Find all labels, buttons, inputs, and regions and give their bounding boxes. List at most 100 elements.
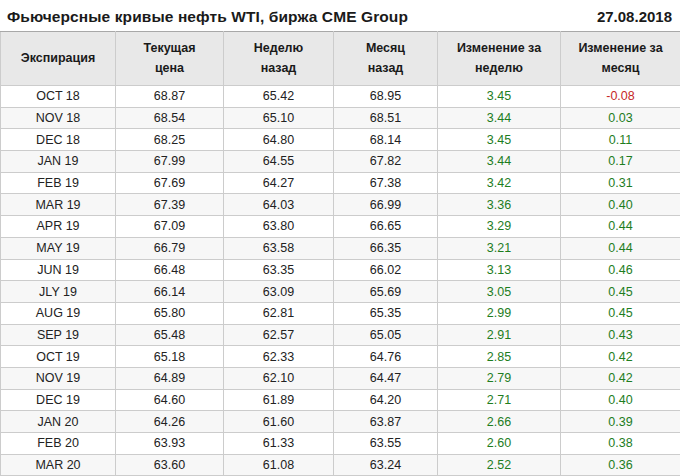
cell-expiration: DEC 18 xyxy=(1,129,116,151)
cell-expiration: AUG 19 xyxy=(1,302,116,324)
cell-week-ago: 64.27 xyxy=(224,172,334,194)
cell-expiration: MAR 20 xyxy=(1,454,116,476)
cell-week-ago: 62.81 xyxy=(224,302,334,324)
cell-expiration: FEB 19 xyxy=(1,172,116,194)
table-row: DEC 1868.2564.8068.143.450.11 xyxy=(1,129,680,151)
table-row: MAY 1966.7963.5866.353.210.44 xyxy=(1,237,680,259)
cell-month-change: 0.31 xyxy=(561,172,680,194)
cell-month-change: 0.17 xyxy=(561,151,680,173)
cell-month-ago: 67.82 xyxy=(334,151,438,173)
cell-week-change: 3.05 xyxy=(438,281,561,303)
cell-month-ago: 66.65 xyxy=(334,216,438,238)
header-row: Экспирация Текущая цена Неделю назад Мес… xyxy=(1,32,680,86)
cell-week-change: 3.21 xyxy=(438,237,561,259)
cell-month-ago: 68.95 xyxy=(334,86,438,108)
cell-expiration: JUN 19 xyxy=(1,259,116,281)
cell-month-change: 0.45 xyxy=(561,302,680,324)
cell-week-ago: 65.42 xyxy=(224,86,334,108)
cell-week-change: 3.13 xyxy=(438,259,561,281)
column-header-expiration: Экспирация xyxy=(1,32,116,86)
cell-month-ago: 65.69 xyxy=(334,281,438,303)
column-header-week-ago: Неделю назад xyxy=(224,32,334,86)
cell-month-change: 0.43 xyxy=(561,324,680,346)
cell-week-change: 2.66 xyxy=(438,411,561,433)
cell-month-ago: 64.20 xyxy=(334,389,438,411)
table-row: JUN 1966.4863.3566.023.130.46 xyxy=(1,259,680,281)
cell-week-ago: 62.33 xyxy=(224,346,334,368)
cell-month-ago: 68.51 xyxy=(334,107,438,129)
cell-week-change: 2.79 xyxy=(438,367,561,389)
cell-expiration: FEB 20 xyxy=(1,433,116,455)
cell-week-change: 3.44 xyxy=(438,107,561,129)
cell-week-change: 3.42 xyxy=(438,172,561,194)
table-row: FEB 2063.9361.3363.552.600.38 xyxy=(1,433,680,455)
cell-month-change: -0.08 xyxy=(561,86,680,108)
table-row: FEB 1967.6964.2767.383.420.31 xyxy=(1,172,680,194)
table-row: APR 1967.0963.8066.653.290.44 xyxy=(1,216,680,238)
cell-week-ago: 62.57 xyxy=(224,324,334,346)
cell-expiration: JLY 19 xyxy=(1,281,116,303)
cell-week-change: 2.85 xyxy=(438,346,561,368)
cell-month-ago: 66.02 xyxy=(334,259,438,281)
cell-month-ago: 65.35 xyxy=(334,302,438,324)
cell-month-change: 0.42 xyxy=(561,346,680,368)
cell-month-ago: 66.35 xyxy=(334,237,438,259)
cell-month-ago: 63.55 xyxy=(334,433,438,455)
cell-expiration: APR 19 xyxy=(1,216,116,238)
cell-week-change: 3.45 xyxy=(438,129,561,151)
cell-current-price: 64.89 xyxy=(116,367,224,389)
cell-expiration: DEC 19 xyxy=(1,389,116,411)
cell-current-price: 65.48 xyxy=(116,324,224,346)
cell-week-ago: 63.35 xyxy=(224,259,334,281)
cell-month-change: 0.42 xyxy=(561,367,680,389)
cell-current-price: 63.93 xyxy=(116,433,224,455)
cell-month-change: 0.44 xyxy=(561,216,680,238)
cell-month-ago: 64.76 xyxy=(334,346,438,368)
cell-expiration: JAN 19 xyxy=(1,151,116,173)
table-row: MAR 1967.3964.0366.993.360.40 xyxy=(1,194,680,216)
cell-month-ago: 66.99 xyxy=(334,194,438,216)
table-row: OCT 1868.8765.4268.953.45-0.08 xyxy=(1,86,680,108)
table-row: OCT 1965.1862.3364.762.850.42 xyxy=(1,346,680,368)
cell-current-price: 66.14 xyxy=(116,281,224,303)
cell-week-change: 3.29 xyxy=(438,216,561,238)
cell-month-change: 0.39 xyxy=(561,411,680,433)
cell-current-price: 68.87 xyxy=(116,86,224,108)
column-header-current-price: Текущая цена xyxy=(116,32,224,86)
cell-expiration: MAR 19 xyxy=(1,194,116,216)
cell-week-change: 2.71 xyxy=(438,389,561,411)
cell-month-change: 0.40 xyxy=(561,389,680,411)
cell-week-ago: 61.60 xyxy=(224,411,334,433)
cell-week-change: 2.99 xyxy=(438,302,561,324)
cell-month-change: 0.38 xyxy=(561,433,680,455)
cell-month-change: 0.36 xyxy=(561,454,680,476)
table-row: JAN 1967.9964.5567.823.440.17 xyxy=(1,151,680,173)
table-body: OCT 1868.8765.4268.953.45-0.08NOV 1868.5… xyxy=(1,86,680,476)
cell-week-ago: 64.03 xyxy=(224,194,334,216)
cell-current-price: 65.18 xyxy=(116,346,224,368)
cell-week-ago: 61.33 xyxy=(224,433,334,455)
cell-expiration: OCT 18 xyxy=(1,86,116,108)
table-row: DEC 1964.6061.8964.202.710.40 xyxy=(1,389,680,411)
cell-month-change: 0.40 xyxy=(561,194,680,216)
column-header-month-change: Изменение за месяц xyxy=(561,32,680,86)
table-row: SEP 1965.4862.5765.052.910.43 xyxy=(1,324,680,346)
cell-week-ago: 64.80 xyxy=(224,129,334,151)
cell-current-price: 68.25 xyxy=(116,129,224,151)
cell-current-price: 67.99 xyxy=(116,151,224,173)
column-header-month-ago: Месяц назад xyxy=(334,32,438,86)
cell-current-price: 66.48 xyxy=(116,259,224,281)
cell-current-price: 67.69 xyxy=(116,172,224,194)
cell-month-change: 0.45 xyxy=(561,281,680,303)
cell-month-ago: 63.24 xyxy=(334,454,438,476)
cell-month-ago: 65.05 xyxy=(334,324,438,346)
table-header: Экспирация Текущая цена Неделю назад Мес… xyxy=(1,32,680,86)
cell-current-price: 65.80 xyxy=(116,302,224,324)
cell-month-change: 0.03 xyxy=(561,107,680,129)
cell-expiration: NOV 18 xyxy=(1,107,116,129)
cell-month-ago: 67.38 xyxy=(334,172,438,194)
table-row: JAN 2064.2661.6063.872.660.39 xyxy=(1,411,680,433)
table-row: NOV 1964.8962.1064.472.790.42 xyxy=(1,367,680,389)
cell-expiration: NOV 19 xyxy=(1,367,116,389)
cell-current-price: 66.79 xyxy=(116,237,224,259)
